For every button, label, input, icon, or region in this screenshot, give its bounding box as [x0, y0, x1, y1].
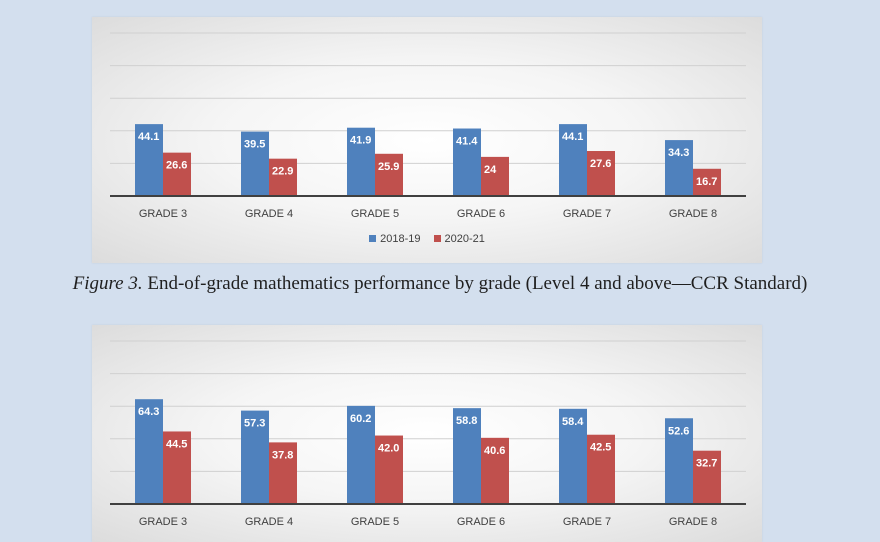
bar-2018-19-grade-8: [665, 140, 693, 196]
chart-ela-by-grade: 44.1 26.6 GRADE 3 39.5 22.9 GRADE 4 41.9 25.9 GR…: [92, 17, 762, 263]
bar-2020-21-grade-8: [693, 450, 721, 504]
chart-2-svg: 64.3 44.5 GRADE 3 57.3 37.8 GRADE 4 60.2 42.0 GR…: [110, 340, 746, 528]
data-label: 58.8: [456, 415, 477, 427]
figure-caption: Figure 3. End-of-grade mathematics perfo…: [0, 273, 880, 295]
data-label: 24: [484, 164, 497, 176]
category-label: GRADE 5: [351, 516, 399, 528]
chart-1-svg: 44.1 26.6 GRADE 3 39.5 22.9 GRADE 4 41.9 25.9 GR…: [110, 32, 746, 220]
category-label: GRADE 4: [245, 208, 293, 220]
bar-2018-19-grade-6: [453, 408, 481, 504]
data-label: 41.9: [350, 135, 371, 147]
chart-math-by-grade: 64.3 44.5 GRADE 3 57.3 37.8 GRADE 4 60.2 42.0 GR…: [92, 325, 762, 542]
data-label: 34.3: [668, 147, 689, 159]
data-label: 26.6: [166, 160, 187, 172]
bar-2020-21-grade-6: [481, 156, 509, 196]
bar-2018-19-grade-5: [347, 405, 375, 504]
data-label: 16.7: [696, 176, 717, 188]
bar-2018-19-grade-8: [665, 418, 693, 504]
data-label: 64.3: [138, 406, 159, 418]
data-label: 32.7: [696, 458, 717, 470]
category-label: GRADE 3: [139, 208, 187, 220]
data-label: 42.0: [378, 443, 399, 455]
data-label: 41.4: [456, 136, 478, 148]
chart-1-legend: 2018-19 2020-21: [92, 233, 762, 245]
category-label: GRADE 6: [457, 516, 505, 528]
bar-2018-19-grade-7: [559, 124, 587, 196]
data-label: 60.2: [350, 413, 371, 425]
data-label: 42.5: [590, 442, 611, 454]
bar-2018-19-grade-4: [241, 131, 269, 196]
bar-2020-21-grade-5: [375, 435, 403, 504]
legend-swatch-2018-19: [369, 235, 377, 242]
category-label: GRADE 8: [669, 208, 717, 220]
legend-label-2020-21: 2020-21: [444, 233, 485, 245]
data-label: 58.4: [562, 416, 584, 428]
data-label: 44.5: [166, 438, 187, 450]
category-label: GRADE 8: [669, 516, 717, 528]
bar-2020-21-grade-7: [587, 434, 615, 504]
bar-2020-21-grade-3: [163, 152, 191, 196]
category-label: GRADE 3: [139, 516, 187, 528]
category-label: GRADE 4: [245, 516, 293, 528]
data-label: 44.1: [138, 131, 159, 143]
bar-2018-19-grade-5: [347, 127, 375, 196]
data-label: 44.1: [562, 131, 583, 143]
bar-2018-19-grade-6: [453, 128, 481, 196]
data-label: 25.9: [378, 161, 399, 173]
data-label: 57.3: [244, 418, 265, 430]
bar-2018-19-grade-3: [135, 124, 163, 196]
bar-2018-19-grade-7: [559, 408, 587, 504]
category-label: GRADE 5: [351, 208, 399, 220]
bar-2020-21-grade-6: [481, 437, 509, 504]
legend-label-2018-19: 2018-19: [380, 233, 421, 245]
data-label: 37.8: [272, 449, 293, 461]
bar-2018-19-grade-4: [241, 410, 269, 504]
data-label: 39.5: [244, 139, 265, 151]
category-label: GRADE 7: [563, 516, 611, 528]
legend-swatch-2020-21: [433, 235, 441, 242]
figure-caption-lead: Figure 3.: [72, 273, 143, 294]
category-label: GRADE 7: [563, 208, 611, 220]
bar-2020-21-grade-8: [693, 168, 721, 196]
legend-item-2018-19: 2018-19: [369, 233, 420, 245]
legend-item-2020-21: 2020-21: [433, 233, 485, 245]
data-label: 40.6: [484, 445, 505, 457]
bar-2020-21-grade-7: [587, 151, 615, 196]
bar-2020-21-grade-4: [269, 442, 297, 504]
bar-2020-21-grade-4: [269, 158, 297, 196]
figure-caption-text: End-of-grade mathematics performance by …: [142, 273, 808, 294]
bar-2018-19-grade-3: [135, 399, 163, 504]
category-label: GRADE 6: [457, 208, 505, 220]
data-label: 27.6: [590, 158, 611, 170]
data-label: 52.6: [668, 425, 689, 437]
data-label: 22.9: [272, 166, 293, 178]
bar-2020-21-grade-5: [375, 153, 403, 196]
bar-2020-21-grade-3: [163, 431, 191, 504]
